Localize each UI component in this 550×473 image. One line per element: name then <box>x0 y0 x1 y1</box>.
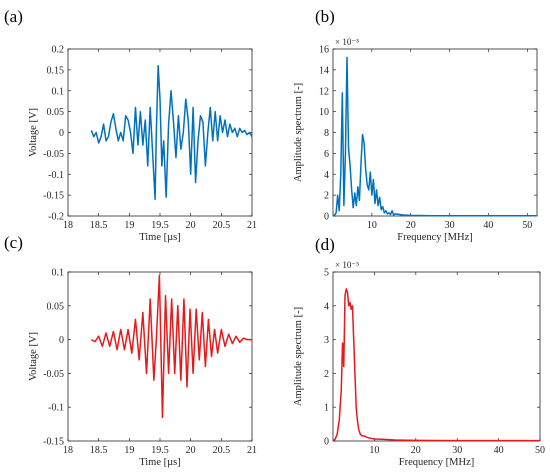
xtick-label-c: 20 <box>186 445 196 456</box>
ytick-label-a: -0.15 <box>43 191 64 202</box>
xtick-label-a: 19.5 <box>151 220 169 231</box>
xtick-label-c: 18.5 <box>90 445 108 456</box>
xtick-label-b: 20 <box>406 220 416 231</box>
xtick-label-c: 19 <box>124 445 134 456</box>
ytick-label-d: 0 <box>324 437 329 448</box>
xtick-label-d: 40 <box>494 445 504 456</box>
panel-label-b: (b) <box>315 7 335 26</box>
series-line-d <box>332 288 540 442</box>
panel-label-d: (d) <box>315 235 335 254</box>
ytick-label-b: 6 <box>324 149 329 160</box>
x-axis-label-a: Time [µs] <box>139 232 181 243</box>
ytick-label-c: -0.05 <box>43 369 64 380</box>
xtick-label-a: 19 <box>124 220 134 231</box>
ytick-label-c: 0.1 <box>52 268 65 279</box>
ytick-label-b: 14 <box>319 65 329 76</box>
series-line-b <box>332 56 537 217</box>
ytick-label-d: 4 <box>324 301 329 312</box>
xtick-label-d: 50 <box>535 445 545 456</box>
xtick-label-a: 20.5 <box>213 220 231 231</box>
xtick-label-c: 18 <box>63 445 73 456</box>
xtick-label-d: 30 <box>452 445 462 456</box>
ytick-label-c: -0.15 <box>43 437 64 448</box>
ytick-label-c: 0.05 <box>47 301 65 312</box>
ytick-label-a: 0.2 <box>52 45 65 56</box>
xtick-label-b: 40 <box>483 220 493 231</box>
y-axis-label-a: Voltage [V] <box>28 108 39 157</box>
x-axis-label-b: Frequency [MHz] <box>397 232 473 243</box>
ytick-label-a: -0.05 <box>43 149 64 160</box>
xtick-label-a: 18.5 <box>90 220 108 231</box>
ytick-label-a: 0 <box>59 128 64 139</box>
ytick-label-b: 8 <box>324 128 329 139</box>
ytick-label-d: 2 <box>324 369 329 380</box>
y-exponent-d: × 10⁻³ <box>335 260 359 270</box>
ytick-label-a: 0.1 <box>52 86 65 97</box>
panel-label-a: (a) <box>4 7 23 26</box>
y-axis-label-b: Amplitude spectrum [-] <box>293 83 304 182</box>
ytick-label-b: 16 <box>319 45 329 56</box>
ytick-label-d: 3 <box>324 335 329 346</box>
y-axis-label-d: Amplitude spectrum [-] <box>293 307 304 406</box>
xtick-label-b: 30 <box>445 220 455 231</box>
xtick-label-c: 19.5 <box>151 445 169 456</box>
ytick-label-b: 4 <box>324 170 329 181</box>
plot-frame-d <box>332 271 541 442</box>
x-axis-label-c: Time [µs] <box>139 457 181 468</box>
xtick-label-c: 21 <box>247 445 257 456</box>
ytick-label-d: 5 <box>324 268 329 279</box>
xtick-label-b: 10 <box>367 220 377 231</box>
ytick-label-b: 0 <box>324 212 329 223</box>
ytick-label-b: 10 <box>319 107 329 118</box>
xtick-label-b: 50 <box>522 220 532 231</box>
ytick-label-a: -0.1 <box>48 170 64 181</box>
ytick-label-d: 1 <box>324 403 329 414</box>
xtick-label-a: 21 <box>247 220 257 231</box>
xtick-label-c: 20.5 <box>213 445 231 456</box>
series-line-a <box>90 64 253 201</box>
ytick-label-b: 2 <box>324 191 329 202</box>
ytick-label-c: -0.1 <box>48 403 64 414</box>
plot-frame-b <box>332 48 538 217</box>
xtick-label-a: 18 <box>63 220 73 231</box>
xtick-label-d: 10 <box>369 445 379 456</box>
ytick-label-c: 0 <box>59 335 64 346</box>
xtick-label-d: 20 <box>411 445 421 456</box>
series-line-c <box>90 274 252 419</box>
ytick-label-a: -0.2 <box>48 212 64 223</box>
panel-label-c: (c) <box>4 233 23 252</box>
ytick-label-a: 0.05 <box>47 107 65 118</box>
x-axis-label-d: Frequency [MHz] <box>399 457 475 468</box>
xtick-label-a: 20 <box>186 220 196 231</box>
ytick-label-a: 0.15 <box>47 65 65 76</box>
y-axis-label-c: Voltage [V] <box>28 332 39 381</box>
ytick-label-b: 12 <box>319 86 329 97</box>
y-exponent-b: × 10⁻³ <box>335 37 359 47</box>
